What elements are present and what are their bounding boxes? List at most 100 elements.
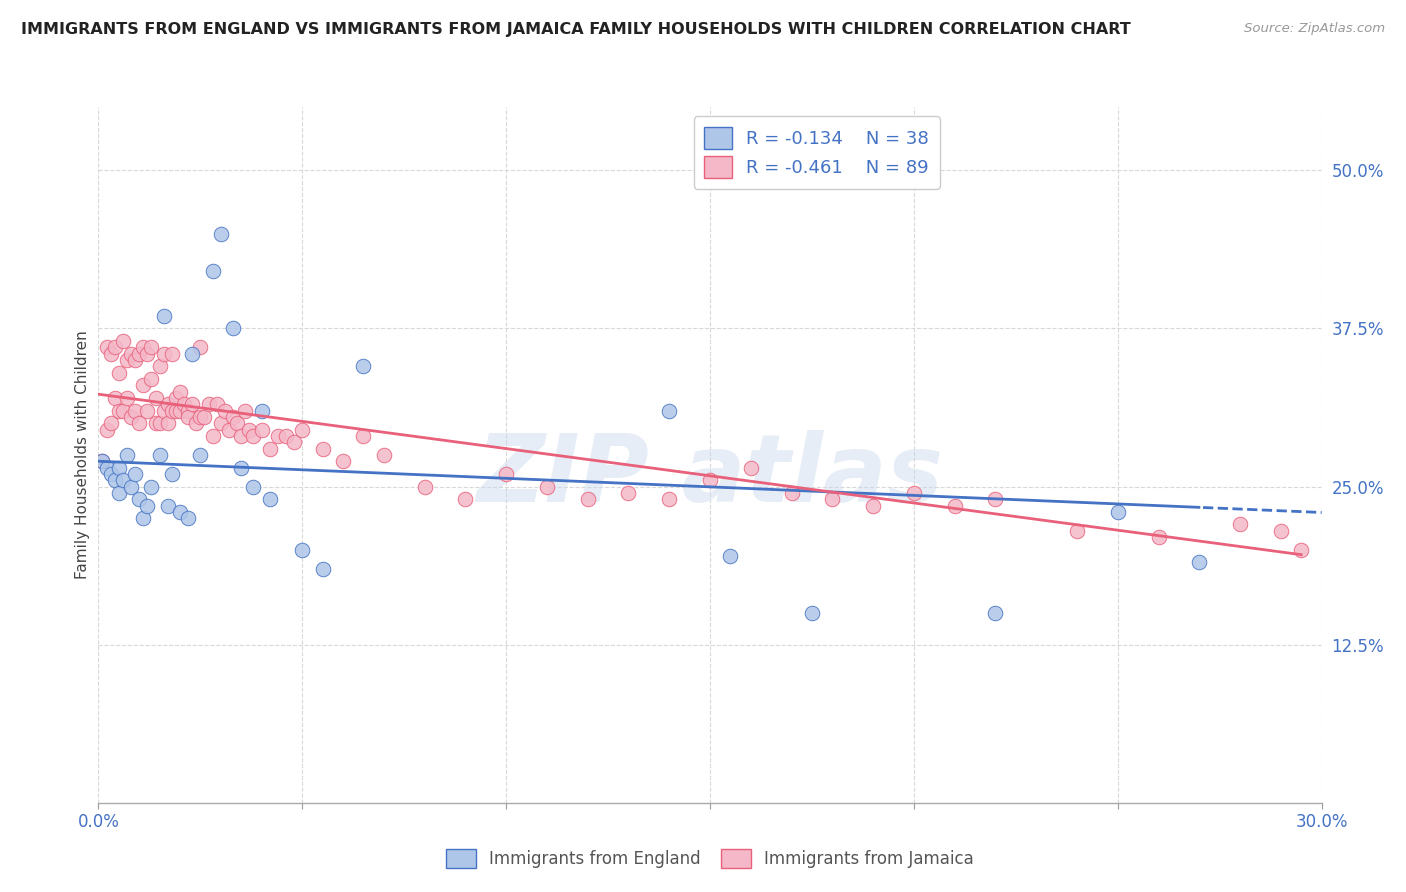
Point: [454, 492, 477, 507]
Point: [152, 309, 174, 323]
Point: [1229, 517, 1251, 532]
Point: [128, 492, 150, 507]
Point: [156, 417, 179, 431]
Point: [169, 384, 191, 399]
Point: [156, 499, 179, 513]
Point: [193, 409, 215, 424]
Point: [188, 340, 212, 354]
Point: [233, 403, 256, 417]
Point: [115, 448, 138, 462]
Point: [141, 340, 163, 354]
Point: [160, 467, 183, 481]
Point: [576, 492, 599, 507]
Point: [120, 479, 142, 493]
Point: [720, 549, 742, 563]
Point: [91, 454, 114, 468]
Point: [536, 479, 558, 493]
Point: [495, 467, 517, 481]
Point: [373, 448, 395, 462]
Point: [1147, 530, 1170, 544]
Point: [115, 353, 138, 368]
Point: [658, 403, 681, 417]
Point: [332, 454, 354, 468]
Point: [136, 499, 159, 513]
Point: [222, 321, 245, 335]
Point: [181, 347, 204, 361]
Point: [188, 409, 212, 424]
Point: [984, 492, 1007, 507]
Point: [177, 511, 200, 525]
Point: [226, 417, 249, 431]
Text: IMMIGRANTS FROM ENGLAND VS IMMIGRANTS FROM JAMAICA FAMILY HOUSEHOLDS WITH CHILDR: IMMIGRANTS FROM ENGLAND VS IMMIGRANTS FR…: [21, 22, 1130, 37]
Point: [156, 397, 179, 411]
Point: [862, 499, 884, 513]
Point: [111, 473, 134, 487]
Point: [201, 429, 224, 443]
Point: [231, 429, 253, 443]
Point: [259, 492, 281, 507]
Point: [617, 486, 640, 500]
Point: [267, 429, 290, 443]
Point: [352, 429, 374, 443]
Point: [145, 417, 167, 431]
Point: [259, 442, 281, 456]
Point: [231, 460, 253, 475]
Point: [104, 391, 127, 405]
Point: [124, 403, 146, 417]
Point: [699, 473, 721, 487]
Point: [104, 473, 127, 487]
Text: Source: ZipAtlas.com: Source: ZipAtlas.com: [1244, 22, 1385, 36]
Point: [115, 391, 138, 405]
Point: [111, 334, 134, 348]
Point: [181, 397, 204, 411]
Point: [173, 397, 195, 411]
Point: [149, 417, 172, 431]
Point: [780, 486, 803, 500]
Point: [1188, 556, 1211, 570]
Point: [312, 562, 335, 576]
Point: [250, 403, 273, 417]
Point: [238, 423, 260, 437]
Point: [100, 417, 122, 431]
Point: [218, 423, 240, 437]
Point: [136, 347, 159, 361]
Point: [165, 391, 187, 405]
Point: [943, 499, 966, 513]
Point: [128, 417, 150, 431]
Point: [801, 606, 824, 620]
Point: [128, 347, 150, 361]
Point: [145, 391, 167, 405]
Point: [209, 227, 232, 241]
Point: [1107, 505, 1129, 519]
Point: [108, 403, 131, 417]
Point: [1270, 524, 1292, 538]
Point: [96, 460, 118, 475]
Point: [169, 505, 191, 519]
Point: [291, 423, 314, 437]
Point: [188, 448, 212, 462]
Point: [740, 460, 762, 475]
Point: [136, 403, 159, 417]
Point: [242, 479, 264, 493]
Point: [984, 606, 1007, 620]
Y-axis label: Family Households with Children: Family Households with Children: [75, 331, 90, 579]
Point: [149, 448, 172, 462]
Point: [152, 347, 174, 361]
Point: [120, 347, 142, 361]
Point: [165, 403, 187, 417]
Point: [132, 340, 155, 354]
Point: [177, 403, 200, 417]
Legend: Immigrants from England, Immigrants from Jamaica: Immigrants from England, Immigrants from…: [439, 842, 981, 874]
Point: [214, 403, 236, 417]
Point: [149, 359, 172, 374]
Point: [124, 467, 146, 481]
Point: [291, 542, 314, 557]
Point: [120, 409, 142, 424]
Point: [152, 403, 174, 417]
Point: [413, 479, 436, 493]
Point: [124, 353, 146, 368]
Point: [242, 429, 264, 443]
Point: [352, 359, 374, 374]
Point: [160, 347, 183, 361]
Point: [108, 460, 131, 475]
